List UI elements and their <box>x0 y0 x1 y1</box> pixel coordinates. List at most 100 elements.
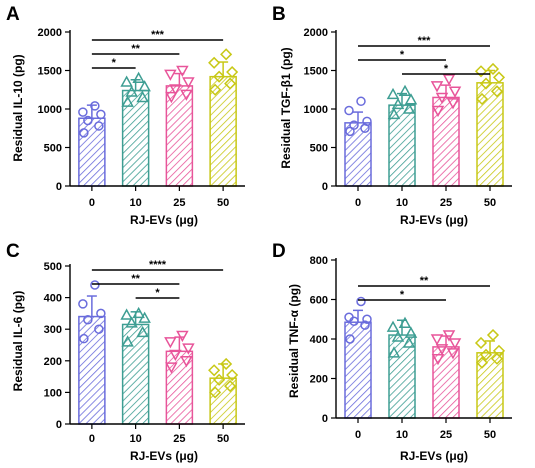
data-point-50 <box>209 386 222 399</box>
data-point-0 <box>83 115 93 126</box>
data-point-0 <box>345 334 355 344</box>
data-point-0 <box>94 324 104 334</box>
y-tick-label: 0 <box>56 419 62 431</box>
y-tick-label: 200 <box>310 374 328 386</box>
bar-25 <box>432 346 460 419</box>
x-tick-label: 50 <box>217 197 229 209</box>
significance-label: * <box>444 63 449 75</box>
data-point-10 <box>398 316 412 328</box>
significance-label: ** <box>131 43 140 55</box>
panel-b: B Residual TGF-β1 (pg) RJ-EVs (μg) 05001… <box>272 4 512 227</box>
x-tick-label: 25 <box>440 429 452 441</box>
data-point-0 <box>362 116 372 127</box>
data-point-25 <box>169 349 182 362</box>
data-point-0 <box>78 107 88 117</box>
significance-label: **** <box>149 259 167 271</box>
data-point-25 <box>448 338 462 350</box>
y-tick-label: 0 <box>322 413 328 425</box>
data-point-0 <box>83 314 93 325</box>
panel-c-x-axis-title: RJ-EVs (μg) <box>130 449 198 463</box>
panel-b-letter: B <box>272 4 286 25</box>
data-point-25 <box>164 69 177 81</box>
data-point-50 <box>474 336 488 350</box>
significance-label: * <box>400 49 405 61</box>
data-point-0 <box>360 320 370 330</box>
data-point-10 <box>121 95 134 107</box>
y-tick-label: 500 <box>310 143 328 155</box>
data-point-25 <box>446 98 460 110</box>
data-point-25 <box>435 92 449 104</box>
data-point-25 <box>176 65 189 78</box>
y-tick-label: 2000 <box>38 27 62 39</box>
panel-d-letter: D <box>272 241 286 262</box>
data-point-10 <box>125 316 138 328</box>
data-point-50 <box>492 71 506 84</box>
data-point-10 <box>402 102 416 114</box>
data-point-0 <box>349 120 359 130</box>
x-tick-label: 50 <box>484 197 496 209</box>
data-point-0 <box>362 314 372 324</box>
data-point-10 <box>404 326 418 338</box>
data-point-0 <box>356 296 366 307</box>
y-tick-label: 0 <box>322 181 328 193</box>
x-tick-label: 25 <box>173 197 185 209</box>
x-tick-label: 50 <box>217 433 229 445</box>
data-point-25 <box>182 77 195 89</box>
panel-a-letter: A <box>6 4 20 25</box>
data-point-25 <box>448 86 462 98</box>
data-point-10 <box>402 336 416 348</box>
data-point-50 <box>475 92 489 106</box>
data-point-50 <box>486 328 500 342</box>
data-point-10 <box>132 306 145 319</box>
y-tick-label: 800 <box>310 255 328 267</box>
panel-d: D Residual TNF-α (pg) RJ-EVs (μg) 0 200 40… <box>272 241 512 463</box>
data-point-25 <box>446 348 460 360</box>
data-point-0 <box>90 280 100 290</box>
y-tick-label: 1500 <box>304 66 328 78</box>
data-point-25 <box>180 356 193 368</box>
data-point-0 <box>78 299 88 309</box>
data-point-25 <box>435 344 449 356</box>
data-point-25 <box>182 343 195 355</box>
data-point-50 <box>209 83 222 96</box>
x-tick-label: 25 <box>440 197 452 209</box>
y-tick-label: 400 <box>44 293 62 305</box>
data-point-50 <box>213 373 226 386</box>
data-point-25 <box>442 330 456 342</box>
data-point-10 <box>387 107 401 120</box>
significance-label: ** <box>420 275 429 287</box>
data-point-25 <box>176 330 189 343</box>
x-tick-label: 25 <box>173 433 185 445</box>
data-point-0 <box>96 308 106 319</box>
y-tick-label: 500 <box>44 261 62 273</box>
panel-c: C Residual IL-6 (pg) RJ-EVs (μg) 0100200… <box>6 241 245 463</box>
significance-label: * <box>155 287 160 299</box>
data-point-10 <box>120 75 133 87</box>
data-point-25 <box>165 362 178 374</box>
data-point-50 <box>226 368 239 382</box>
data-point-50 <box>492 344 506 357</box>
y-tick-label: 1000 <box>38 104 62 116</box>
data-point-0 <box>94 121 104 131</box>
x-tick-label: 0 <box>355 197 361 209</box>
data-point-10 <box>121 335 134 347</box>
panel-b-x-axis-title: RJ-EVs (μg) <box>400 213 468 227</box>
data-point-25 <box>430 334 444 346</box>
x-tick-label: 0 <box>89 197 95 209</box>
data-point-0 <box>79 333 89 344</box>
bar-10 <box>121 323 150 425</box>
x-tick-label: 0 <box>89 433 95 445</box>
significance-label: *** <box>151 29 165 41</box>
data-point-10 <box>404 93 418 105</box>
data-point-50 <box>490 85 504 98</box>
data-point-25 <box>169 84 182 96</box>
bar-10 <box>388 334 416 419</box>
data-point-25 <box>442 74 456 86</box>
x-tick-label: 10 <box>396 429 408 441</box>
x-tick-label: 0 <box>355 429 361 441</box>
data-point-25 <box>165 91 178 104</box>
data-point-0 <box>356 96 366 107</box>
